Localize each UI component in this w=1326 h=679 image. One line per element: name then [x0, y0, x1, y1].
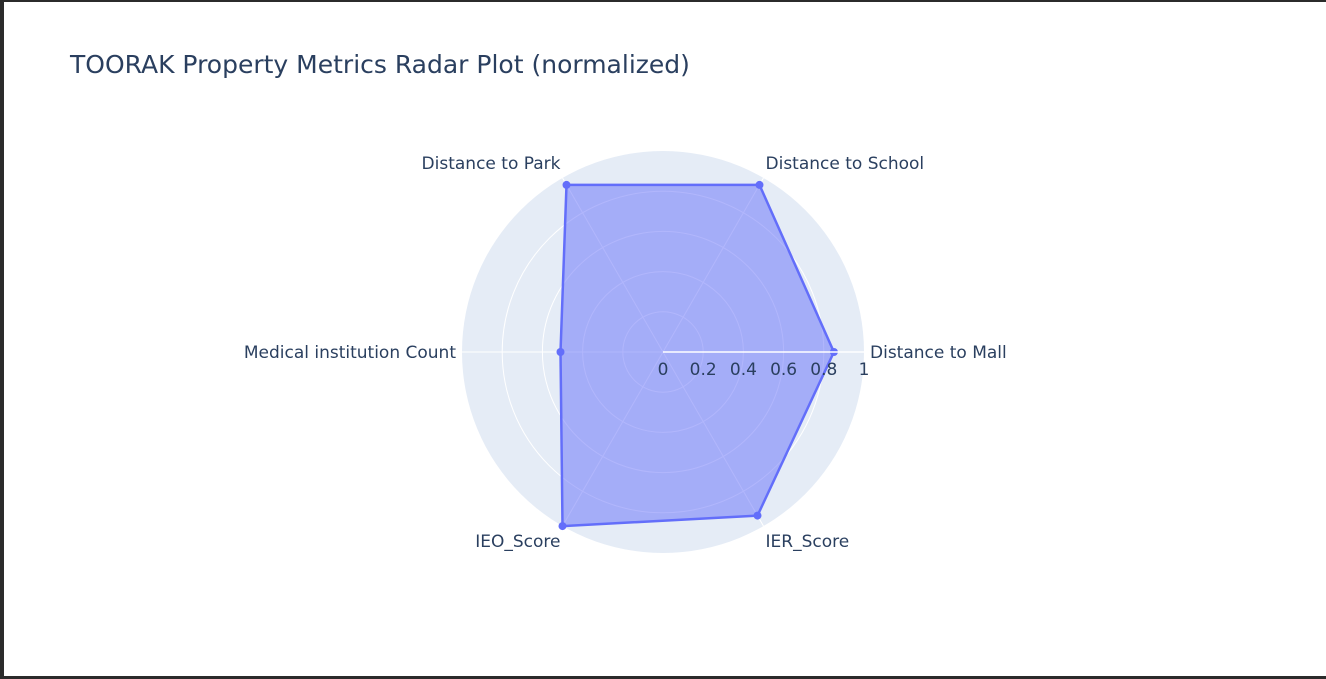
data-point-2 — [756, 181, 764, 189]
angular-axis-label: Distance to Mall — [870, 343, 1007, 363]
data-point-6 — [754, 512, 762, 520]
data-point-4 — [557, 348, 565, 356]
angular-axis-label: IER_Score — [766, 532, 850, 552]
chart-frame: TOORAK Property Metrics Radar Plot (norm… — [4, 2, 1326, 676]
angular-axis-label: Medical institution Count — [244, 343, 457, 363]
angular-axis-label: Distance to School — [766, 154, 925, 174]
radial-tick-label: 1 — [859, 360, 870, 380]
data-point-3 — [563, 181, 571, 189]
radial-tick-label: 0 — [658, 360, 669, 380]
radial-tick-label: 0.4 — [730, 360, 757, 380]
radial-tick-label: 0.8 — [810, 360, 837, 380]
radial-tick-label: 0.6 — [770, 360, 797, 380]
angular-axis-label: Distance to Park — [422, 154, 561, 174]
angular-axis-label: IEO_Score — [475, 532, 560, 552]
data-point-5 — [559, 522, 567, 530]
radial-tick-label: 0.2 — [690, 360, 717, 380]
